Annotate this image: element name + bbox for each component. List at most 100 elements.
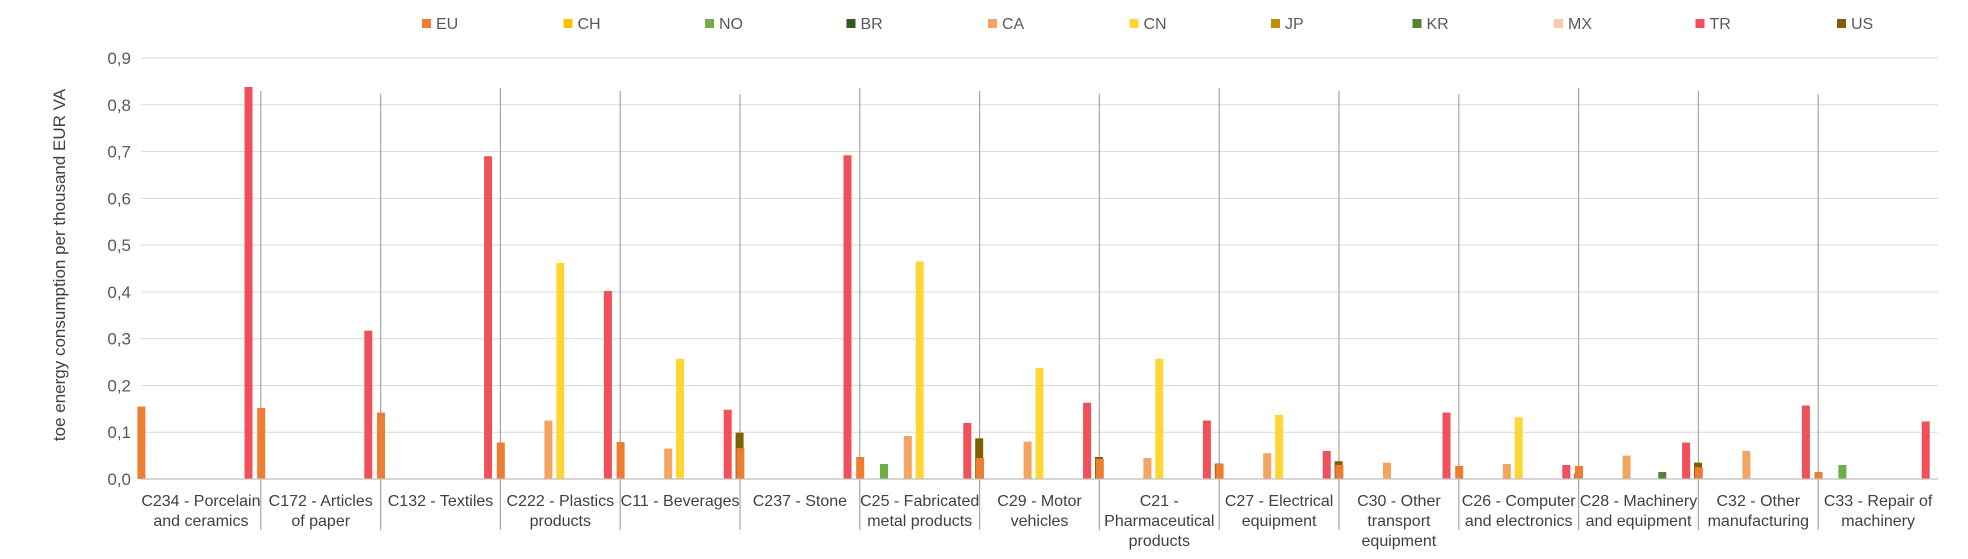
bar-tr (244, 87, 253, 479)
bar-eu (1455, 465, 1464, 479)
legend: EU CH NO BR CA CN JP KR MX TR US (422, 16, 1873, 33)
legend-label-jp: JP (1285, 16, 1304, 33)
y-tick-label: 0,9 (107, 49, 131, 68)
category-label-line: vehicles (1011, 513, 1069, 530)
legend-label-eu: EU (436, 16, 458, 33)
legend-swatch-jp (1271, 19, 1280, 28)
legend-swatch-tr (1695, 19, 1705, 28)
legend-swatch-cn (1129, 19, 1139, 28)
bars (137, 87, 1930, 479)
y-tick-label: 0,1 (107, 423, 131, 442)
bar-eu (257, 407, 266, 479)
category-label: C21 - Pharmaceutical products (1104, 493, 1214, 550)
bar-ca (1622, 455, 1631, 479)
bar-ca (1263, 453, 1272, 479)
category-label-line: C27 - Electrical (1225, 493, 1333, 510)
legend-label-cn: CN (1144, 16, 1167, 33)
bar-eu (1095, 458, 1104, 479)
bar-ca (903, 435, 912, 479)
category-label-line: C30 - Other (1357, 493, 1441, 510)
category-label-line: machinery (1841, 513, 1915, 530)
bar-tr (484, 156, 493, 479)
category-label-line: and ceramics (153, 513, 248, 530)
bar-tr (1202, 420, 1211, 479)
y-tick-labels: 0,0 0,1 0,2 0,3 0,4 0,5 0,6 0,7 0,8 0,9 (107, 49, 131, 489)
legend-label-tr: TR (1710, 16, 1731, 33)
bar-tr (603, 290, 612, 479)
category-label-line: of paper (291, 513, 350, 530)
bar-eu (1814, 471, 1823, 479)
category-label: C237 - Stone (753, 493, 847, 510)
y-tick-label: 0,4 (107, 283, 131, 302)
category-label-line: transport (1367, 513, 1431, 530)
bar-tr (1442, 412, 1451, 479)
legend-swatch-no (705, 19, 714, 28)
y-tick-label: 0,5 (107, 236, 131, 255)
category-label: C27 - Electrical equipment (1225, 493, 1333, 530)
category-label-line: products (530, 513, 591, 530)
bar-cn (915, 261, 924, 479)
bar-tr (1682, 442, 1691, 479)
bar-no (1838, 464, 1847, 479)
bar-cn (556, 262, 565, 479)
y-tick-label: 0,0 (107, 470, 131, 489)
category-label: C132 - Textiles (388, 493, 494, 510)
bar-eu (616, 442, 625, 479)
bar-ca (1502, 464, 1511, 479)
bar-ca (1023, 441, 1032, 479)
category-label-line: equipment (1242, 513, 1317, 530)
legend-swatch-mx (1554, 19, 1563, 28)
category-label-line: C11 - Beverages (621, 493, 740, 510)
legend-label-mx: MX (1568, 16, 1592, 33)
category-label-line: C33 - Repair of (1824, 493, 1933, 510)
category-label: C30 - Other transport equipment (1357, 493, 1441, 550)
category-label-line: C132 - Textiles (388, 493, 494, 510)
bar-eu (137, 406, 146, 479)
bar-kr (1658, 471, 1667, 479)
category-label-line: C29 - Motor (997, 493, 1082, 510)
legend-label-br: BR (861, 16, 883, 33)
bar-cn (1275, 414, 1284, 479)
category-label-line: C237 - Stone (753, 493, 847, 510)
bar-eu (1335, 464, 1344, 479)
bar-tr (1801, 405, 1810, 479)
category-label-line: manufacturing (1708, 513, 1809, 530)
legend-label-no: NO (719, 16, 743, 33)
category-label-line: Pharmaceutical (1104, 513, 1214, 530)
bar-tr (963, 422, 972, 479)
bar-eu (1694, 467, 1703, 479)
category-label: C222 - Plastics products (507, 493, 615, 530)
bar-cn (676, 358, 685, 479)
category-label: C28 - Machinery and equipment (1580, 493, 1697, 530)
legend-label-ch: CH (578, 16, 601, 33)
bar-tr (364, 330, 373, 479)
category-label: C11 - Beverages (621, 493, 740, 510)
bar-tr (1921, 421, 1930, 479)
legend-swatch-br (846, 19, 856, 28)
legend-label-us: US (1851, 16, 1873, 33)
bar-eu (736, 448, 745, 479)
category-label-line: and electronics (1465, 513, 1573, 530)
bar-no (880, 464, 888, 479)
category-label-line: C21 - (1140, 493, 1179, 510)
bar-eu (377, 412, 385, 479)
category-label-line: C222 - Plastics (507, 493, 615, 510)
bar-tr (723, 409, 732, 479)
gridlines (141, 57, 1938, 433)
category-label-line: C25 - Fabricated (860, 493, 979, 510)
category-label-line: C26 - Computer (1462, 493, 1576, 510)
bar-eu (856, 457, 865, 479)
category-label-line: products (1129, 533, 1190, 550)
category-label: C29 - Motor vehicles (997, 493, 1082, 530)
category-label: C26 - Computer and electronics (1462, 493, 1576, 530)
y-tick-label: 0,3 (107, 330, 131, 349)
legend-swatch-eu (422, 19, 431, 28)
bar-ca (1742, 450, 1751, 479)
bar-ca (1383, 462, 1391, 479)
bar-cn (1514, 417, 1523, 479)
bar-tr (1562, 464, 1571, 479)
y-tick-label: 0,6 (107, 189, 131, 208)
bar-tr (843, 155, 852, 479)
category-labels: C234 - Porcelain and ceramics C172 - Artic… (141, 493, 1933, 550)
